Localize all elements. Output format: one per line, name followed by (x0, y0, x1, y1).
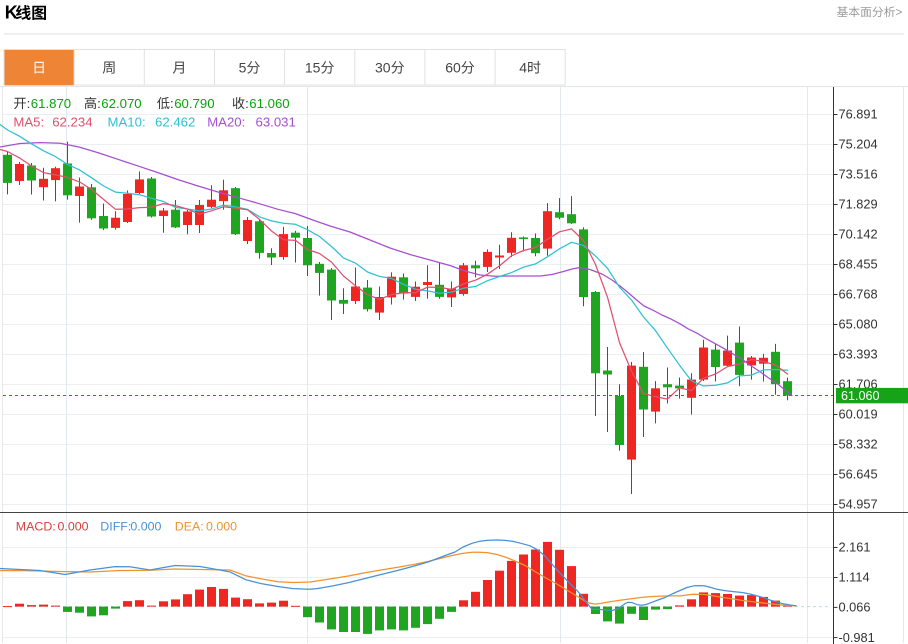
svg-text:MA5:: MA5: (13, 115, 44, 130)
svg-text:MA20:: MA20: (207, 115, 245, 130)
svg-text:73.516: 73.516 (839, 166, 878, 181)
svg-text:61.060: 61.060 (249, 96, 289, 111)
svg-text:66.768: 66.768 (839, 286, 878, 301)
svg-text:-0.981: -0.981 (839, 630, 875, 644)
svg-text:>: > (896, 5, 903, 19)
svg-text:5: 5 (239, 60, 247, 76)
svg-text:60: 60 (445, 60, 461, 76)
svg-text:58.332: 58.332 (839, 436, 878, 451)
svg-text:68.455: 68.455 (839, 256, 878, 271)
svg-text::: : (97, 96, 101, 111)
svg-text:0.000: 0.000 (206, 520, 237, 534)
svg-text:62.462: 62.462 (155, 115, 195, 130)
svg-text:61.706: 61.706 (839, 376, 878, 391)
svg-text:60.790: 60.790 (174, 96, 214, 111)
svg-text:0.066: 0.066 (839, 600, 871, 615)
svg-text:4: 4 (519, 60, 527, 76)
svg-text:71.829: 71.829 (839, 196, 878, 211)
svg-text:62.234: 62.234 (52, 115, 92, 130)
svg-text:0.000: 0.000 (130, 520, 161, 534)
svg-text:61.870: 61.870 (31, 96, 71, 111)
svg-text:15: 15 (305, 60, 321, 76)
svg-text:1.114: 1.114 (839, 569, 870, 584)
svg-text:54.957: 54.957 (839, 496, 878, 511)
svg-text:76.891: 76.891 (839, 106, 878, 121)
svg-text:56.645: 56.645 (839, 466, 878, 481)
svg-text:MA10:: MA10: (108, 115, 146, 130)
svg-text:61.060: 61.060 (841, 389, 880, 403)
svg-text:DIFF:: DIFF: (100, 520, 131, 534)
svg-text:75.204: 75.204 (839, 136, 878, 151)
svg-text:60.019: 60.019 (839, 406, 878, 421)
svg-text:MACD:: MACD: (16, 520, 56, 534)
svg-text::: : (27, 96, 31, 111)
svg-text:2.161: 2.161 (839, 539, 871, 554)
svg-text:K: K (5, 3, 18, 23)
svg-text:0.000: 0.000 (58, 520, 89, 534)
svg-text:70.142: 70.142 (839, 226, 878, 241)
svg-text::: : (170, 96, 174, 111)
svg-text:63.393: 63.393 (839, 346, 878, 361)
svg-text::: : (245, 96, 249, 111)
svg-text:30: 30 (375, 60, 391, 76)
svg-text:63.031: 63.031 (256, 115, 296, 130)
svg-text:62.070: 62.070 (101, 96, 141, 111)
svg-text:DEA:: DEA: (175, 520, 204, 534)
svg-text:65.080: 65.080 (839, 316, 878, 331)
